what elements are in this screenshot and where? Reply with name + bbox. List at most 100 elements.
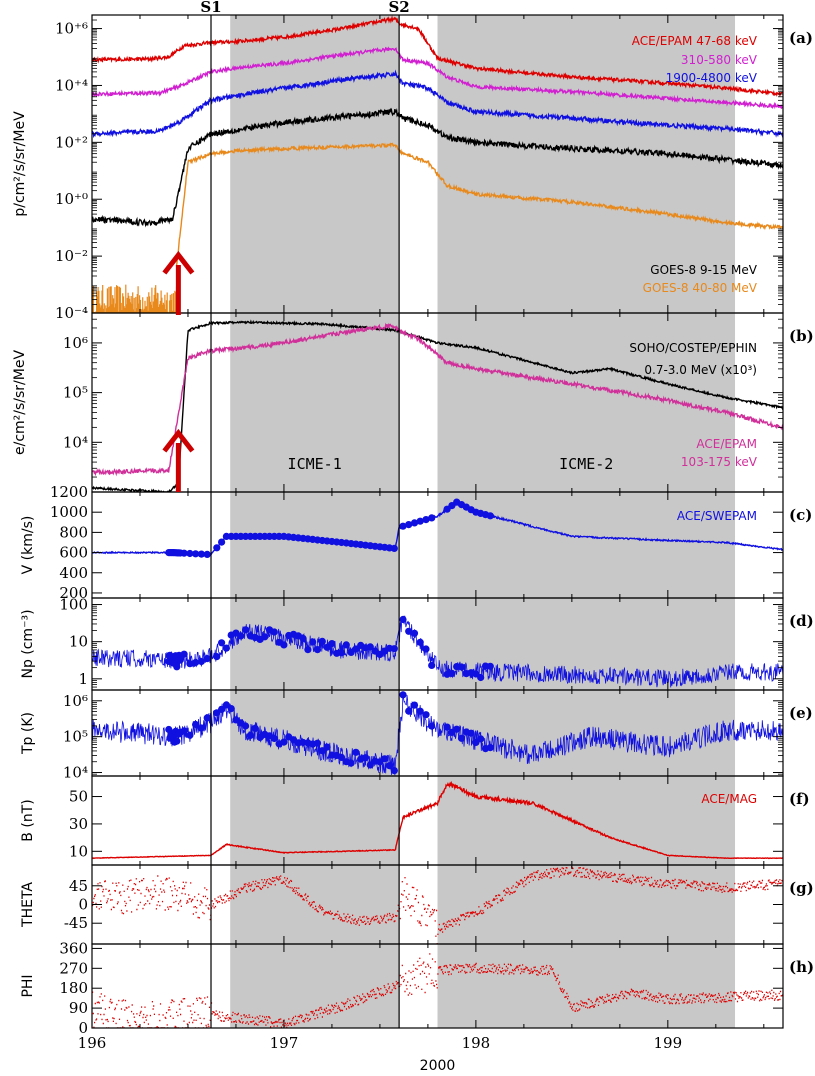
y-tick-label: 50	[69, 788, 88, 806]
legend-entry: ACE/EPAM	[696, 437, 757, 451]
data-point	[410, 519, 419, 527]
onset-arrows	[162, 250, 195, 492]
data-point	[399, 691, 407, 699]
y-axis-label: Tp (K)	[20, 712, 36, 755]
data-point	[428, 514, 436, 522]
data-point	[251, 724, 259, 733]
y-tick-label: 0	[78, 1019, 88, 1037]
data-point	[242, 722, 250, 730]
data-point	[366, 761, 374, 769]
data-point	[342, 641, 350, 649]
series-soho-costep-ephin	[92, 319, 783, 492]
y-tick-label: 10⁴	[63, 764, 88, 782]
y-axis-label: THETA	[20, 882, 36, 928]
panel-b: ICME-1 ICME-2 10⁴ 10⁵ 10⁶ e/cm²/s/sr/MeV (b) SO…	[12, 312, 814, 493]
data-point	[448, 669, 456, 678]
y-axis: 10 30 50	[69, 788, 783, 860]
y-tick-label: 600	[59, 544, 88, 562]
panel-c: 200 400 600 800 1000 1200 V (km/s) (c) ACE/SWEPA…	[20, 483, 812, 602]
data-point	[180, 727, 188, 735]
data-point	[176, 656, 184, 664]
y-tick-label: 10⁶	[63, 334, 88, 352]
data-point	[213, 544, 221, 552]
data-point	[173, 737, 181, 745]
panel-tag: (b)	[789, 327, 814, 345]
data-point	[390, 544, 398, 553]
data-point	[227, 705, 235, 713]
series-ace-epam-47-68-kev	[92, 15, 783, 97]
series-goes-8-40-80-mev	[175, 142, 783, 267]
y-tick-label: 10⁴	[63, 433, 88, 451]
panel-data	[92, 15, 783, 313]
data-point	[237, 632, 245, 640]
legend-entry: ACE/EPAM 47-68 keV	[632, 34, 758, 48]
legend-entry: 310-580 keV	[681, 53, 758, 67]
onset-arrow-head	[162, 428, 195, 453]
data-point	[366, 643, 374, 651]
data-point	[192, 720, 200, 729]
onset-arrow-head	[162, 250, 195, 275]
data-point	[186, 549, 194, 558]
data-point	[477, 735, 485, 743]
y-axis: 0 90 180 270 360	[59, 939, 783, 1037]
y-tick-label: 1	[78, 670, 88, 688]
x-tick-label: 199	[654, 1034, 683, 1052]
data-point	[422, 516, 430, 524]
shock-label-s2: S2	[388, 0, 409, 16]
series-tp-dots	[165, 691, 494, 775]
y-axis: 10⁴ 10⁵ 10⁶	[63, 692, 783, 782]
data-point	[428, 722, 436, 730]
y-tick-label: 100	[59, 596, 88, 614]
panel-tag: (f)	[789, 790, 810, 808]
series-goes-8-9-15-mev	[92, 107, 783, 228]
y-tick-label: 180	[59, 979, 88, 997]
data-point	[467, 729, 475, 737]
data-point	[337, 753, 346, 762]
icme-label-2: ICME-2	[559, 455, 613, 473]
data-point	[313, 646, 322, 654]
y-tick-label: 360	[59, 939, 88, 957]
data-point	[218, 538, 226, 546]
panel-data	[92, 498, 783, 559]
icme-region-1	[230, 15, 400, 1028]
data-point	[352, 748, 360, 756]
y-tick-label: 10⁺²	[55, 133, 88, 151]
data-point	[390, 767, 398, 775]
panel-data	[92, 319, 783, 492]
data-point	[486, 512, 494, 520]
y-tick-label: 10⁺⁴	[55, 76, 88, 94]
data-point	[197, 550, 205, 558]
data-point	[443, 723, 451, 731]
y-tick-label: 800	[59, 523, 88, 541]
series-310-580-kev	[92, 46, 783, 110]
icme-label-1: ICME-1	[288, 455, 342, 473]
series-v-dots	[165, 498, 494, 559]
legend-entry: 103-175 keV	[681, 455, 758, 469]
data-point	[328, 640, 336, 648]
y-axis: 1 10 100	[59, 596, 783, 688]
series-np-dots	[165, 615, 494, 682]
y-tick-label: -45	[64, 914, 88, 932]
y-axis: 200 400 600 800 1000 1200	[50, 483, 783, 602]
y-tick-label: 10⁻²	[55, 247, 88, 265]
data-point	[222, 644, 230, 652]
data-point	[203, 655, 211, 663]
y-axis-label: B (nT)	[20, 799, 36, 841]
legend-entry: ACE/SWEPAM	[677, 509, 757, 523]
series-b	[92, 780, 783, 860]
panel-tag: (d)	[789, 612, 814, 630]
data-point	[422, 711, 430, 719]
legend-entry: 1900-4800 keV	[666, 71, 758, 85]
y-tick-label: 200	[59, 584, 88, 602]
legend-entry: GOES-8 40-80 MeV	[643, 281, 758, 295]
icme-shading	[230, 15, 736, 1028]
data-point	[304, 646, 312, 654]
data-point	[203, 550, 211, 559]
data-point	[381, 755, 389, 763]
y-tick-label: 30	[69, 815, 88, 833]
data-point	[280, 738, 288, 746]
data-point	[405, 627, 413, 635]
legend-entry: 0.7-3.0 MeV (x10³)	[644, 363, 757, 377]
data-point	[180, 650, 188, 658]
